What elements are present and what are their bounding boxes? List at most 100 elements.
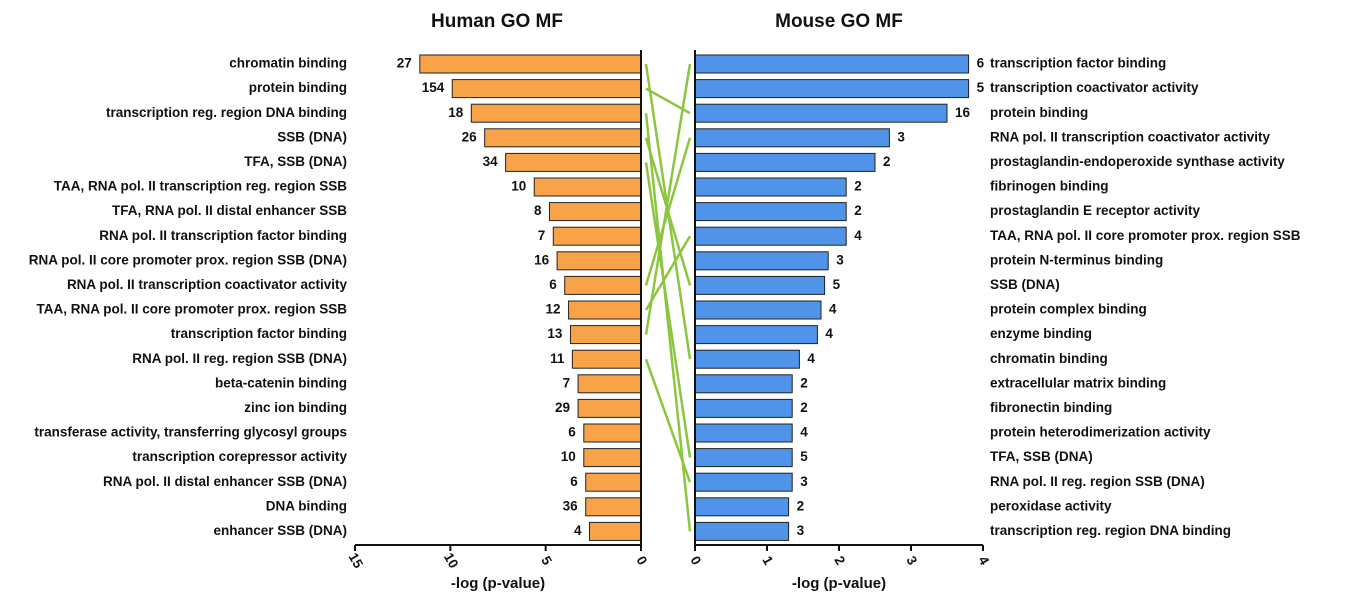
bar <box>694 448 793 468</box>
count-label: 8 <box>534 203 542 218</box>
category-label: enhancer SSB (DNA) <box>213 523 347 538</box>
category-label: protein heterodimerization activity <box>990 425 1211 440</box>
count-label: 3 <box>897 129 905 144</box>
bar <box>694 472 793 492</box>
bar <box>694 128 890 148</box>
count-label: 2 <box>797 498 805 513</box>
count-label: 2 <box>854 203 862 218</box>
count-label: 12 <box>546 302 561 317</box>
x-tick-label: 3 <box>903 554 920 568</box>
count-label: 6 <box>549 277 557 292</box>
bar <box>577 374 642 394</box>
category-label: RNA pol. II core promoter prox. region S… <box>29 252 347 267</box>
count-label: 10 <box>511 179 526 194</box>
category-label: transcription factor binding <box>171 326 347 341</box>
bar <box>694 349 800 369</box>
bar <box>694 54 970 74</box>
bar <box>583 448 642 468</box>
count-label: 6 <box>977 56 985 71</box>
count-label: 27 <box>397 56 412 71</box>
count-label: 16 <box>534 252 550 267</box>
count-label: 4 <box>854 228 862 243</box>
bar <box>694 177 847 197</box>
category-label: peroxidase activity <box>990 498 1112 513</box>
category-label: RNA pol. II reg. region SSB (DNA) <box>132 351 347 366</box>
category-label: prostaglandin E receptor activity <box>990 203 1201 218</box>
x-tick-label: 10 <box>441 550 462 571</box>
category-label: prostaglandin-endoperoxide synthase acti… <box>990 154 1285 169</box>
count-label: 2 <box>854 179 862 194</box>
connector <box>644 235 692 311</box>
bar <box>548 202 642 222</box>
category-label: RNA pol. II distal enhancer SSB (DNA) <box>103 474 347 489</box>
count-label: 36 <box>563 498 579 513</box>
bar <box>583 423 642 443</box>
x-tick-label: 5 <box>538 554 555 568</box>
bar <box>694 521 790 541</box>
x-tick-label: 2 <box>831 554 848 568</box>
category-label: protein N-terminus binding <box>990 252 1163 267</box>
category-label: protein complex binding <box>990 302 1147 317</box>
count-label: 154 <box>422 80 445 95</box>
category-label: TFA, RNA pol. II distal enhancer SSB <box>112 203 347 218</box>
category-label: transcription corepressor activity <box>132 449 347 464</box>
bar <box>694 497 790 517</box>
bar <box>694 398 793 418</box>
count-label: 2 <box>883 154 891 169</box>
count-label: 5 <box>977 80 985 95</box>
count-label: 29 <box>555 400 570 415</box>
count-label: 4 <box>800 425 808 440</box>
category-label: transcription reg. region DNA binding <box>106 105 347 120</box>
category-label: enzyme binding <box>990 326 1092 341</box>
bar <box>484 128 642 148</box>
bar <box>694 374 793 394</box>
bar <box>694 325 818 345</box>
category-label: TAA, RNA pol. II core promoter prox. reg… <box>990 228 1301 243</box>
category-label: RNA pol. II transcription factor binding <box>99 228 347 243</box>
bar <box>577 398 642 418</box>
count-label: 18 <box>448 105 464 120</box>
category-label: beta-catenin binding <box>215 375 347 390</box>
category-label: TAA, RNA pol. II transcription reg. regi… <box>54 179 348 194</box>
bar <box>451 79 642 99</box>
category-label: TFA, SSB (DNA) <box>990 449 1093 464</box>
category-label: transcription coactivator activity <box>990 80 1199 95</box>
category-label: RNA pol. II reg. region SSB (DNA) <box>990 474 1205 489</box>
bar <box>694 79 970 99</box>
category-label: fibronectin binding <box>990 400 1112 415</box>
bar <box>571 349 642 369</box>
bar <box>470 103 642 123</box>
category-label: RNA pol. II transcription coactivator ac… <box>990 129 1271 144</box>
category-label: TAA, RNA pol. II core promoter prox. reg… <box>36 302 347 317</box>
category-label: TFA, SSB (DNA) <box>244 154 347 169</box>
count-label: 2 <box>800 375 808 390</box>
count-label: 2 <box>800 400 808 415</box>
bar <box>694 152 876 172</box>
count-label: 13 <box>547 326 563 341</box>
category-label: transcription factor binding <box>990 56 1166 71</box>
bar <box>556 251 642 271</box>
count-label: 5 <box>800 449 808 464</box>
count-label: 4 <box>829 302 837 317</box>
bar <box>585 472 642 492</box>
bar <box>585 497 642 517</box>
count-label: 3 <box>836 252 844 267</box>
connector <box>644 162 692 458</box>
bar <box>694 423 793 443</box>
bar <box>564 275 642 295</box>
category-label: zinc ion binding <box>244 400 347 415</box>
x-tick-label: 0 <box>687 554 704 568</box>
bar <box>694 103 948 123</box>
bar <box>505 152 642 172</box>
category-label: protein binding <box>990 105 1088 120</box>
bar <box>568 300 642 320</box>
category-label: chromatin binding <box>229 56 347 71</box>
count-label: 3 <box>797 523 805 538</box>
x-tick-label: 15 <box>346 550 367 571</box>
connector <box>644 63 692 335</box>
category-label: fibrinogen binding <box>990 179 1108 194</box>
count-label: 5 <box>833 277 841 292</box>
bar <box>694 275 826 295</box>
